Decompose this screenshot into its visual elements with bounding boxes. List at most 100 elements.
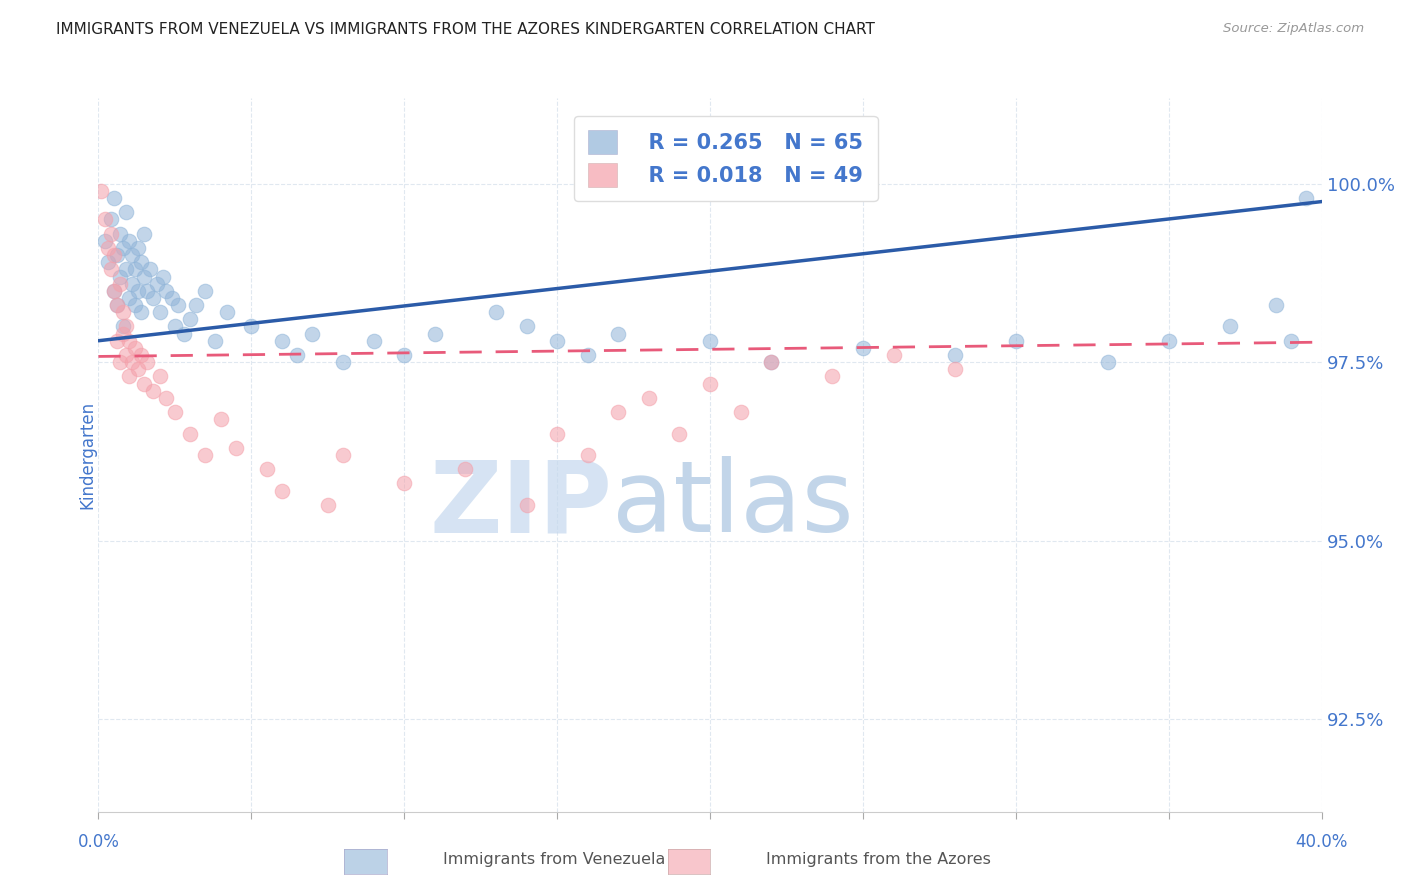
- Point: [485, 305, 508, 319]
- Point: [730, 405, 752, 419]
- Text: Immigrants from Venezuela: Immigrants from Venezuela: [443, 853, 665, 867]
- Point: [363, 334, 385, 348]
- Point: [121, 248, 143, 262]
- Point: [108, 277, 131, 291]
- Point: [186, 298, 208, 312]
- Y-axis label: Kindergarten: Kindergarten: [79, 401, 96, 509]
- Point: [108, 269, 131, 284]
- Point: [546, 426, 568, 441]
- Point: [173, 326, 195, 341]
- Point: [883, 348, 905, 362]
- Point: [637, 391, 661, 405]
- Point: [179, 312, 201, 326]
- Point: [142, 291, 165, 305]
- Text: IMMIGRANTS FROM VENEZUELA VS IMMIGRANTS FROM THE AZORES KINDERGARTEN CORRELATION: IMMIGRANTS FROM VENEZUELA VS IMMIGRANTS …: [56, 22, 875, 37]
- Point: [105, 248, 128, 262]
- Point: [105, 298, 128, 312]
- Point: [111, 319, 134, 334]
- Point: [1264, 298, 1286, 312]
- Point: [256, 462, 278, 476]
- Point: [152, 269, 174, 284]
- Legend:   R = 0.265   N = 65,   R = 0.018   N = 49: R = 0.265 N = 65, R = 0.018 N = 49: [574, 116, 877, 202]
- Point: [142, 384, 165, 398]
- Point: [1219, 319, 1241, 334]
- Point: [136, 355, 159, 369]
- Text: Source: ZipAtlas.com: Source: ZipAtlas.com: [1223, 22, 1364, 36]
- Point: [155, 284, 177, 298]
- Point: [134, 376, 156, 391]
- Point: [149, 305, 172, 319]
- Point: [97, 241, 120, 255]
- Point: [392, 348, 416, 362]
- Point: [124, 298, 146, 312]
- Point: [115, 205, 138, 219]
- Point: [124, 262, 146, 277]
- Point: [108, 227, 131, 241]
- Point: [100, 212, 122, 227]
- Point: [194, 284, 217, 298]
- Point: [699, 334, 721, 348]
- Point: [194, 448, 217, 462]
- Point: [852, 341, 875, 355]
- Point: [134, 227, 156, 241]
- Point: [1295, 191, 1317, 205]
- Point: [160, 291, 183, 305]
- Point: [127, 284, 149, 298]
- Text: ZIP: ZIP: [429, 457, 612, 553]
- Point: [821, 369, 844, 384]
- Point: [576, 348, 599, 362]
- Point: [115, 262, 138, 277]
- Point: [155, 391, 177, 405]
- Point: [943, 362, 966, 376]
- Point: [118, 334, 141, 348]
- Point: [103, 284, 125, 298]
- Point: [392, 476, 416, 491]
- Point: [103, 284, 125, 298]
- Point: [943, 348, 966, 362]
- Point: [576, 448, 599, 462]
- Point: [105, 298, 128, 312]
- Point: [546, 334, 568, 348]
- Point: [111, 326, 134, 341]
- Point: [103, 191, 125, 205]
- Point: [270, 483, 294, 498]
- Text: 0.0%: 0.0%: [77, 833, 120, 851]
- Point: [163, 319, 186, 334]
- Point: [761, 355, 783, 369]
- Point: [163, 405, 186, 419]
- Point: [179, 426, 201, 441]
- Point: [118, 291, 141, 305]
- Point: [607, 405, 630, 419]
- Point: [332, 355, 354, 369]
- Point: [93, 234, 115, 248]
- Point: [105, 334, 128, 348]
- Point: [100, 227, 122, 241]
- Point: [316, 498, 339, 512]
- Point: [167, 298, 190, 312]
- Point: [149, 369, 172, 384]
- Point: [136, 284, 159, 298]
- Point: [215, 305, 238, 319]
- Point: [1157, 334, 1180, 348]
- Point: [761, 355, 783, 369]
- Point: [129, 255, 152, 269]
- Point: [127, 241, 149, 255]
- Point: [111, 241, 134, 255]
- Point: [607, 326, 630, 341]
- Point: [100, 262, 122, 277]
- Point: [332, 448, 354, 462]
- Point: [454, 462, 477, 476]
- Point: [1279, 334, 1302, 348]
- Point: [204, 334, 226, 348]
- Point: [118, 369, 141, 384]
- Point: [423, 326, 446, 341]
- Text: atlas: atlas: [612, 457, 853, 553]
- Point: [139, 262, 162, 277]
- Point: [121, 277, 143, 291]
- Point: [124, 341, 146, 355]
- Point: [93, 212, 115, 227]
- Point: [225, 441, 247, 455]
- Point: [270, 334, 294, 348]
- Point: [516, 498, 538, 512]
- Point: [129, 305, 152, 319]
